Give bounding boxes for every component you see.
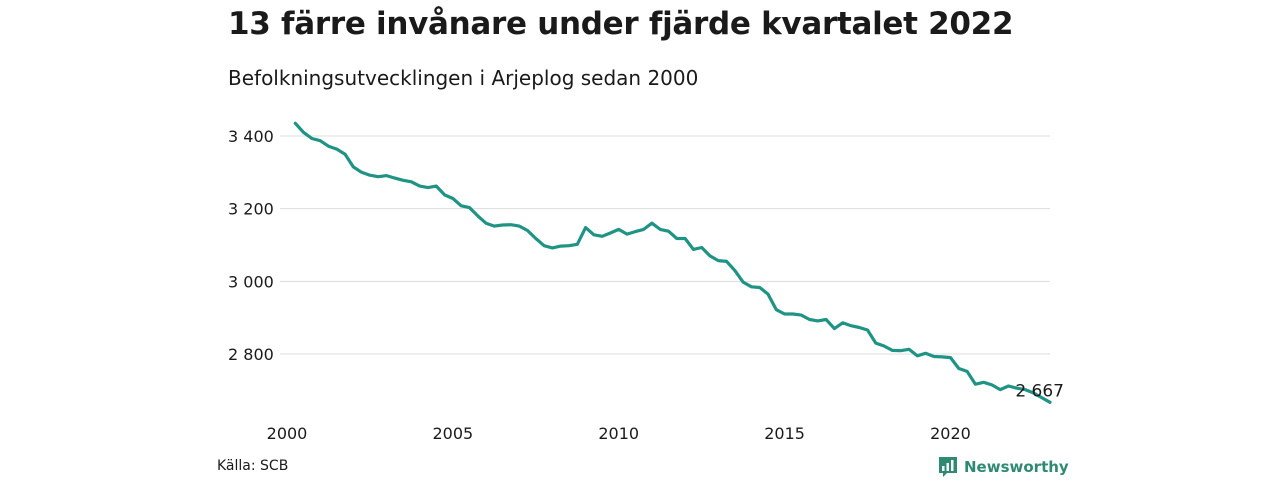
x-tick-label: 2000 — [267, 424, 308, 443]
y-tick-label: 2 800 — [228, 345, 274, 364]
population-line — [293, 121, 1052, 404]
x-tick-label: 2010 — [598, 424, 639, 443]
x-tick-label: 2005 — [433, 424, 474, 443]
newsworthy-logo: Newsworthy — [938, 456, 1069, 478]
y-tick-label: 3 400 — [228, 127, 274, 146]
source-label: Källa: SCB — [217, 458, 289, 474]
newsworthy-logo-icon — [939, 457, 957, 477]
x-tick-label: 2015 — [764, 424, 805, 443]
y-tick-label: 3 000 — [228, 272, 274, 291]
y-tick-label: 3 200 — [228, 200, 274, 219]
chart-title: 13 färre invånare under fjärde kvartalet… — [228, 6, 1014, 42]
brand-name: Newsworthy — [964, 458, 1069, 476]
end-value-label: 2 667 — [1015, 381, 1064, 401]
x-tick-label: 2020 — [930, 424, 971, 443]
chart-subtitle: Befolkningsutvecklingen i Arjeplog sedan… — [228, 66, 699, 90]
